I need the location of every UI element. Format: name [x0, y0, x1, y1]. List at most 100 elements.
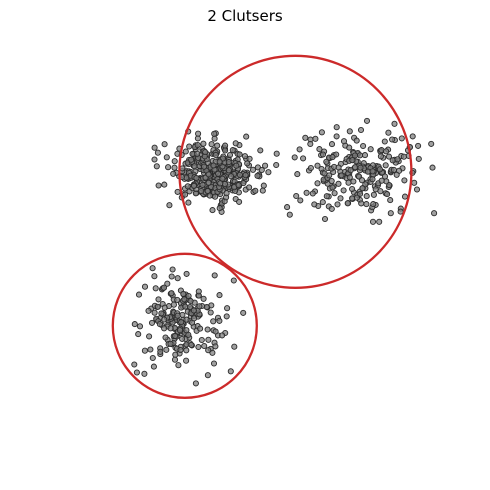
scatter-point: [357, 190, 364, 197]
scatter-point: [204, 326, 211, 333]
scatter-point: [215, 170, 222, 177]
scatter-point: [273, 150, 280, 157]
scatter-point: [409, 133, 416, 140]
scatter-point: [329, 154, 336, 161]
scatter-point: [252, 187, 259, 194]
scatter-point: [361, 152, 369, 159]
scatter-point: [360, 142, 367, 150]
scatter-point: [363, 201, 370, 208]
scatter-point: [244, 160, 251, 167]
scatter-point: [431, 210, 438, 217]
scatter-point: [187, 297, 194, 305]
scatter-point: [428, 140, 435, 147]
cluster-3-points: [131, 265, 247, 387]
scatter-point: [201, 342, 208, 350]
scatter-point: [369, 168, 376, 175]
scatter-point: [195, 130, 202, 137]
scatter-point: [328, 177, 335, 185]
scatter-point: [227, 173, 235, 180]
scatter-point: [337, 195, 344, 202]
scatter-point: [401, 193, 409, 200]
scatter-point: [205, 179, 212, 186]
scatter-point: [349, 157, 356, 164]
scatter-point: [199, 181, 206, 188]
chart-title: 2 Clutsers: [207, 7, 283, 25]
scatter-point: [151, 309, 158, 316]
scatter-point: [413, 186, 421, 193]
scatter-point: [335, 180, 342, 187]
scatter-point: [133, 369, 140, 376]
scatter-point: [167, 340, 174, 347]
scatter-point: [377, 188, 384, 195]
scatter-point: [176, 327, 184, 334]
scatter-point: [265, 169, 272, 176]
scatter-point: [381, 138, 388, 145]
scatter-point: [312, 135, 319, 142]
scatter-point: [229, 147, 236, 154]
scatter-point: [381, 173, 389, 180]
scatter-point: [309, 190, 316, 197]
scatter-point: [242, 172, 249, 179]
scatter-point: [319, 151, 327, 158]
scatter-point: [334, 201, 341, 208]
scatter-point: [415, 142, 422, 149]
scatter-point: [243, 133, 250, 140]
scatter-point: [429, 164, 436, 171]
scatter-point: [160, 284, 168, 291]
scatter-point: [333, 124, 340, 131]
scatter-point: [209, 349, 216, 356]
scatter-point: [131, 361, 138, 368]
scatter-point: [259, 187, 266, 194]
scatter-point: [156, 321, 163, 328]
scatter-point: [182, 191, 189, 198]
scatter-point: [182, 148, 189, 155]
scatter-point: [212, 328, 219, 335]
scatter-point: [172, 332, 179, 340]
scatter-point: [171, 356, 179, 363]
scatter-point: [205, 171, 212, 178]
scatter-point: [394, 156, 401, 163]
scatter-point: [185, 199, 192, 206]
scatter-point: [225, 159, 232, 166]
cluster-2-boundary-circle: [111, 252, 258, 399]
scatter-point: [216, 317, 223, 324]
scatter-point: [163, 346, 170, 353]
scatter-point: [293, 192, 300, 200]
scatter-point: [141, 283, 149, 290]
scatter-point: [376, 218, 383, 225]
scatter-point: [194, 150, 201, 157]
scatter-point: [211, 130, 218, 137]
scatter-point: [387, 210, 394, 217]
scatter-point: [389, 136, 396, 143]
scatter-point: [385, 153, 393, 160]
scatter-point: [211, 272, 218, 279]
scatter-point: [378, 177, 385, 184]
scatter-point: [356, 152, 364, 159]
scatter-point: [411, 179, 418, 186]
scatter-point: [181, 296, 188, 303]
scatter-point: [158, 310, 165, 317]
scatter-point: [398, 135, 405, 142]
scatter-point: [204, 372, 211, 379]
scatter-point: [210, 360, 218, 367]
scatter-point: [188, 156, 195, 163]
scatter-point: [171, 158, 178, 165]
scatter-point: [198, 336, 205, 344]
scatter-point: [174, 275, 181, 282]
scatter-point: [303, 189, 310, 196]
scatter-point: [162, 334, 169, 341]
scatter-point: [223, 313, 230, 320]
scatter-point: [155, 296, 162, 303]
scatter-point: [357, 126, 365, 134]
scatter-point: [318, 129, 325, 136]
scatter-point: [183, 347, 190, 354]
scatter-point: [353, 137, 360, 144]
scatter-point: [141, 370, 148, 377]
scatter-point: [273, 161, 280, 169]
scatter-point: [314, 180, 321, 187]
scatter-point: [214, 142, 221, 149]
scatter-point: [212, 343, 219, 350]
scatter-point: [254, 172, 261, 179]
scatter-point: [230, 277, 237, 284]
scatter-point: [246, 155, 253, 162]
